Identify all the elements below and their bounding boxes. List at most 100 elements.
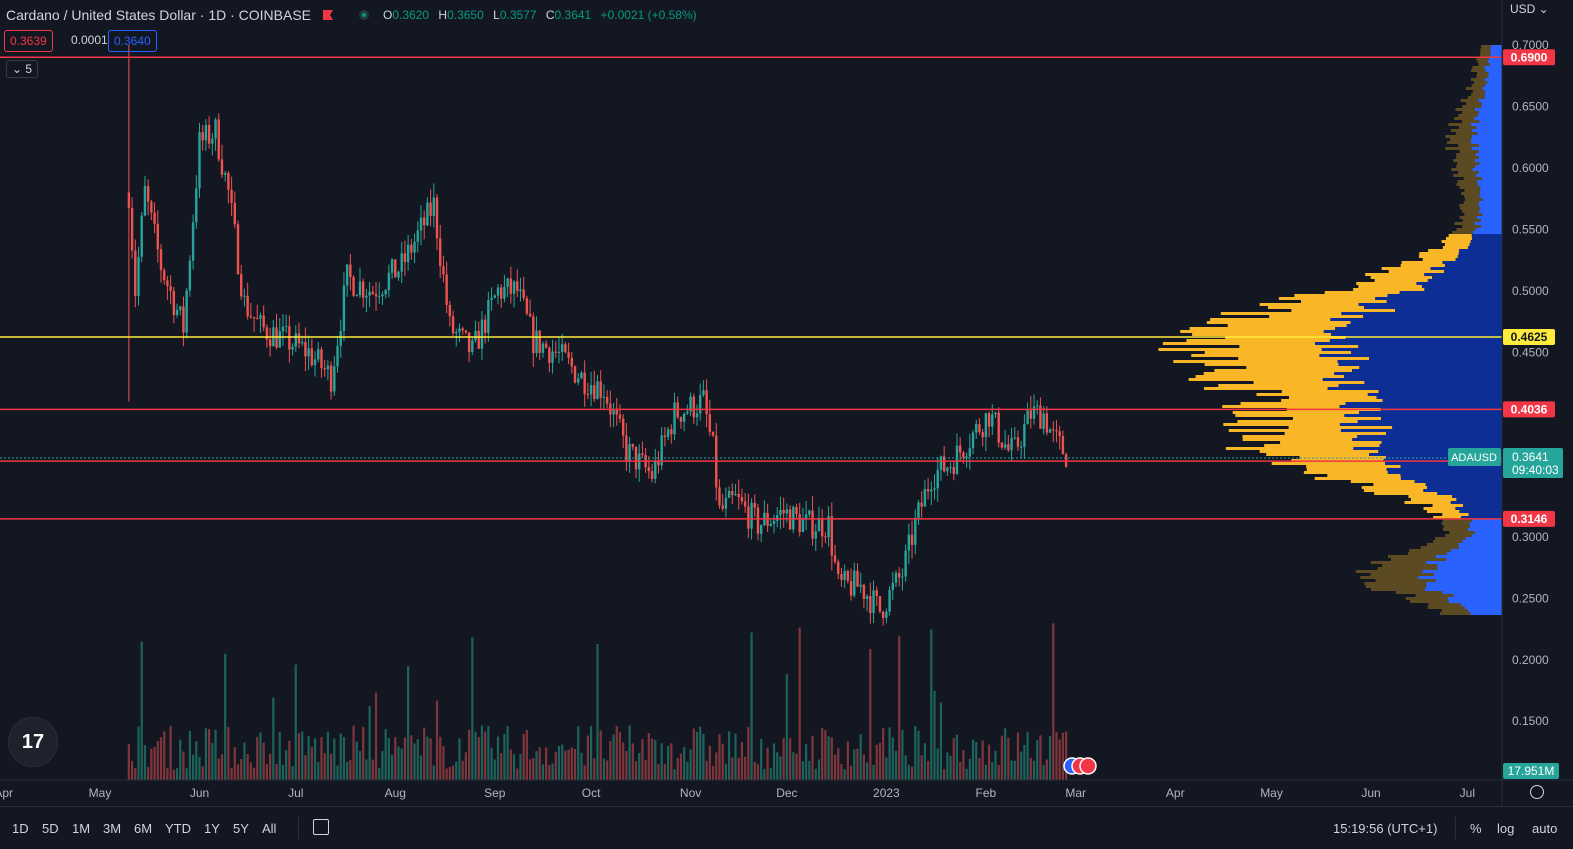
time-axis[interactable]: Apr May Jun Jul Aug Sep Oct Nov Dec 2023 Feb Mar Apr… xyxy=(0,786,1475,800)
volume-bar xyxy=(307,736,310,780)
volume-bar xyxy=(808,760,811,780)
candle-body xyxy=(416,230,419,242)
volume-bar xyxy=(378,768,381,780)
candle-body xyxy=(439,238,442,267)
volume-bar xyxy=(246,754,249,780)
volume-bar xyxy=(252,767,256,780)
volume-bar xyxy=(509,749,512,780)
volume-profile-row xyxy=(1455,507,1502,510)
range-1d-button[interactable]: 1D xyxy=(12,821,29,836)
volume-profile-row xyxy=(1424,588,1502,591)
indicators-toggle[interactable]: ⌄ 5 xyxy=(6,60,38,78)
candle-body xyxy=(410,244,413,253)
clock-readout[interactable]: 15:19:56 (UTC+1) xyxy=(1333,821,1438,836)
volume-bar xyxy=(236,764,240,780)
volume-bar xyxy=(711,765,715,780)
volume-bar xyxy=(670,743,673,780)
volume-profile-row xyxy=(1485,84,1502,87)
volume-bar xyxy=(667,746,670,780)
candle-body xyxy=(888,590,891,612)
volume-bar xyxy=(561,744,564,780)
calendar-icon[interactable] xyxy=(313,819,329,835)
volume-bar xyxy=(1029,757,1032,780)
price-axis[interactable]: 0.7000 0.6500 0.6000 0.5500 0.5000 0.4500 0.30… xyxy=(1512,38,1549,728)
sell-price-button[interactable]: 0.3639 xyxy=(4,30,53,52)
volume-profile-row xyxy=(1222,405,1340,408)
volume-profile-row xyxy=(1476,75,1489,78)
range-6m-button[interactable]: 6M xyxy=(134,821,153,836)
range-ytd-button[interactable]: YTD xyxy=(165,821,191,836)
volume-bar xyxy=(477,736,480,780)
volume-profile-row xyxy=(1386,468,1502,471)
volume-profile-row xyxy=(1447,597,1502,600)
tradingview-logo-icon[interactable]: 17 xyxy=(8,717,58,767)
price-label-text: 0.4036 xyxy=(1511,402,1548,416)
currency-selector[interactable]: USD ⌄ xyxy=(1510,2,1549,16)
volume-bar xyxy=(631,743,634,780)
range-5y-button[interactable]: 5Y xyxy=(233,821,249,836)
volume-profile-row xyxy=(1314,477,1401,480)
volume-profile-row xyxy=(1458,126,1477,129)
volume-profile-row xyxy=(1470,123,1502,126)
candle-body xyxy=(612,410,615,415)
volume-profile-row xyxy=(1450,138,1471,141)
volume-bar xyxy=(407,666,410,780)
candle-body xyxy=(708,414,712,432)
bottom-toolbar: 1D 5D 1M 3M 6M YTD 1Y 5Y All 15:19:56 (U… xyxy=(0,806,1573,849)
candle-body xyxy=(952,467,955,474)
range-1y-button[interactable]: 1Y xyxy=(204,821,220,836)
volume-profile-row xyxy=(1210,318,1331,321)
volume-bar xyxy=(365,759,368,780)
volume-bar xyxy=(760,738,763,780)
candle-body xyxy=(278,331,281,348)
log-scale-toggle[interactable]: log xyxy=(1497,821,1515,836)
volume-profile-row xyxy=(1450,129,1472,132)
price-chart[interactable]: 0.7000 0.6500 0.6000 0.5500 0.5000 0.4500 0.30… xyxy=(0,0,1573,806)
range-3m-button[interactable]: 3M xyxy=(103,821,122,836)
candle-body xyxy=(670,429,673,435)
range-5d-button[interactable]: 5D xyxy=(42,821,59,836)
horizontal-lines[interactable] xyxy=(0,56,1502,520)
candle-body xyxy=(532,316,535,354)
candle-body xyxy=(1052,429,1055,431)
symbol-title[interactable]: Cardano / United States Dollar · 1D · CO… xyxy=(6,7,312,23)
volume-bar xyxy=(355,741,358,780)
flag-icon[interactable] xyxy=(323,10,334,20)
volume-bar xyxy=(933,690,936,780)
candle-body xyxy=(602,396,606,398)
volume-profile-row xyxy=(1442,519,1473,522)
volume-profile-row xyxy=(1392,426,1502,429)
candle-body xyxy=(551,351,554,363)
candle-body xyxy=(577,378,580,383)
volume-profile-row xyxy=(1476,180,1502,183)
volume-profile-row xyxy=(1476,216,1502,219)
volume-profile-row xyxy=(1448,234,1472,237)
volume-bar xyxy=(805,744,808,780)
volume-profile-row xyxy=(1473,81,1488,84)
candle-body xyxy=(1000,442,1004,448)
volume-profile-row xyxy=(1369,357,1502,360)
percent-scale-toggle[interactable]: % xyxy=(1470,821,1482,836)
candle-body xyxy=(214,119,217,139)
volume-profile-row xyxy=(1442,528,1468,531)
volume-profile-row xyxy=(1471,69,1486,72)
volume-bar xyxy=(256,737,259,780)
volume-profile-row xyxy=(1423,489,1502,492)
gear-icon[interactable] xyxy=(1530,785,1544,799)
range-1m-button[interactable]: 1M xyxy=(72,821,91,836)
range-all-button[interactable]: All xyxy=(262,821,277,836)
auto-scale-toggle[interactable]: auto xyxy=(1532,821,1558,836)
volume-label-text: 17.951M xyxy=(1508,764,1555,778)
volume-bar xyxy=(374,692,378,780)
volume-profile-row xyxy=(1462,105,1482,108)
volume-bar xyxy=(294,664,297,780)
volume-bar xyxy=(512,754,516,780)
buy-price-button[interactable]: 0.3640 xyxy=(108,30,157,52)
price-label-text: 0.3146 xyxy=(1511,512,1548,526)
toolbar-divider xyxy=(298,817,299,839)
volume-profile-row xyxy=(1323,330,1502,333)
volume-bar xyxy=(769,768,772,780)
spread-value: 0.0001 xyxy=(71,33,108,47)
volume-profile-row xyxy=(1456,183,1478,186)
volume-profile-row xyxy=(1218,384,1339,387)
